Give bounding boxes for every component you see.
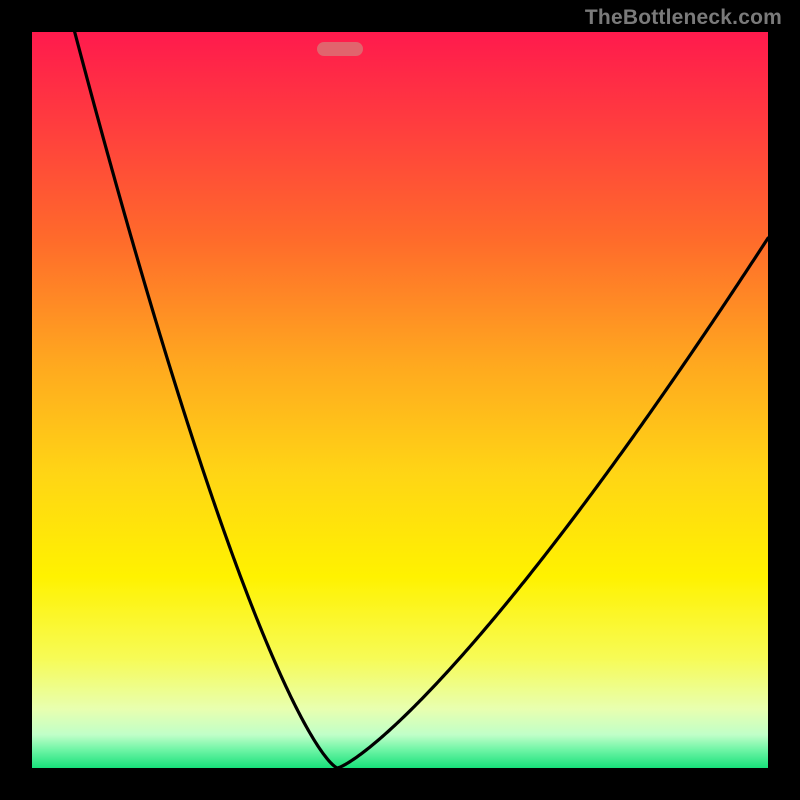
watermark-text: TheBottleneck.com [585, 6, 782, 30]
outer-frame: TheBottleneck.com [0, 0, 800, 800]
chart-plot-area [32, 32, 768, 768]
optimum-marker [317, 42, 363, 56]
bottleneck-curve [32, 32, 768, 768]
